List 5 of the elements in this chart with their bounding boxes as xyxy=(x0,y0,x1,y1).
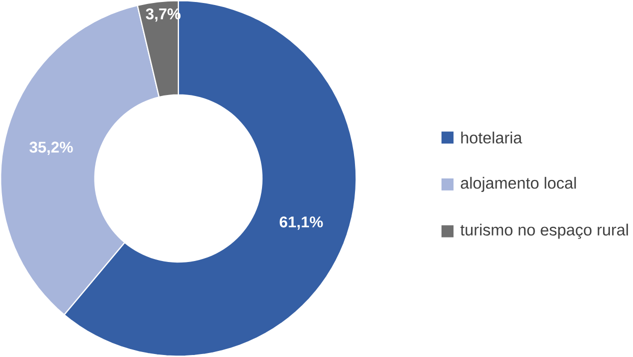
data-label: 35,2% xyxy=(29,142,73,156)
legend-label: alojamento local xyxy=(460,176,576,192)
legend-label: hotelaria xyxy=(461,132,522,144)
legend-label: turismo no espaço rural xyxy=(460,224,628,239)
data-label: 61,1% xyxy=(280,216,323,230)
